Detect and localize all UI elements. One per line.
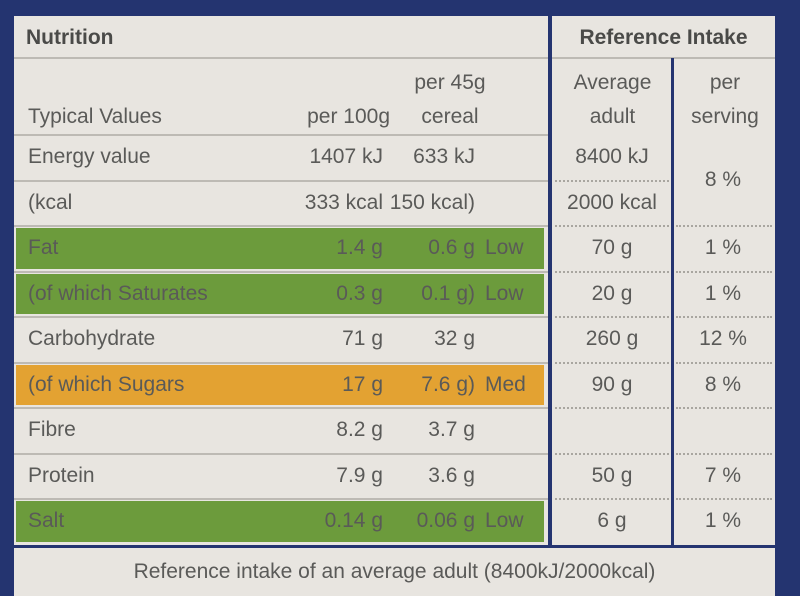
column-header: Typical Values (28, 105, 162, 128)
percent-ri: 1 % (704, 509, 742, 532)
reference-intake: 2000 kcal (567, 190, 657, 214)
highlight (16, 501, 544, 542)
nutrient-label: Salt (28, 509, 65, 532)
percent-ri: 8 % (704, 167, 742, 191)
row-rule (14, 179, 548, 182)
row-rule (676, 316, 772, 318)
row-rule (676, 270, 772, 273)
row-rule (14, 134, 548, 136)
level: Med (485, 372, 526, 396)
footer-panel (14, 548, 775, 596)
row-rule (14, 498, 548, 500)
right-panel (552, 16, 775, 545)
percent-ri: 7 % (704, 463, 742, 487)
reference-intake: 90 g (591, 372, 633, 396)
title: Nutrition (26, 26, 114, 49)
column-header: per serving (691, 71, 759, 128)
reference-intake: 8400 kJ (575, 145, 649, 168)
row-rule (14, 270, 548, 273)
highlight (16, 273, 544, 314)
nutrient-label: Protein (28, 463, 95, 487)
per-100g: 0.14 g (324, 509, 383, 532)
per-45g: 32 g (434, 327, 475, 350)
nutrient-label: Fibre (28, 418, 76, 441)
row-rule (14, 225, 548, 227)
row-rule (14, 407, 548, 409)
highlight (16, 364, 544, 405)
per-45g: 3.7 g (428, 418, 475, 441)
nutrient-label: Fat (28, 236, 59, 259)
per-45g: 0.06 g (416, 509, 475, 532)
row-rule (555, 270, 669, 273)
row-rule (555, 316, 669, 318)
per-100g: 71 g (342, 327, 383, 350)
row-rule (676, 498, 772, 500)
nutrient-label: Carbohydrate (28, 327, 156, 350)
per-100g: 17 g (342, 372, 383, 396)
level: Low (485, 509, 524, 532)
per-45g: 633 kJ (413, 145, 475, 168)
nutrient-label: (kcal (28, 190, 73, 214)
percent-ri: 12 % (699, 327, 747, 350)
per-45g: 0.6 g (428, 236, 475, 259)
row-rule (676, 361, 772, 364)
footer: Reference intake of an average adult (84… (133, 560, 656, 583)
per-45g: 150 kcal) (389, 190, 475, 214)
row-rule (555, 225, 669, 227)
nutrient-label: Energy value (28, 145, 151, 168)
row-rule (555, 407, 669, 409)
per-100g: 0.3 g (336, 281, 383, 305)
nutrient-label: (of which Saturates (28, 281, 208, 305)
rule (14, 57, 548, 59)
row-rule (555, 498, 669, 500)
reference-intake: 50 g (591, 463, 633, 487)
nutrient-label: (of which Sugars (28, 372, 185, 396)
row-rule (14, 361, 548, 364)
row-rule (555, 179, 669, 182)
per-100g: 1407 kJ (309, 145, 383, 168)
per-45g: 0.1 g) (421, 281, 475, 305)
column-header: Average adult (573, 71, 652, 128)
per-45g: 7.6 g) (421, 372, 475, 396)
column-header: per 45g cereal (414, 71, 486, 128)
column-header: per 100g (307, 105, 390, 128)
row-rule (555, 452, 669, 455)
reference-intake: 70 g (591, 236, 633, 259)
percent-ri: 1 % (704, 236, 742, 259)
row-rule (14, 316, 548, 318)
reference-intake: 6 g (597, 509, 627, 532)
reference-intake: 260 g (585, 327, 639, 350)
per-100g: 333 kcal (304, 190, 383, 214)
per-100g: 1.4 g (336, 236, 383, 259)
row-rule (555, 361, 669, 364)
percent-ri: 8 % (704, 372, 742, 396)
level: Low (485, 236, 524, 259)
row-rule (676, 407, 772, 409)
per-100g: 8.2 g (336, 418, 383, 441)
percent-ri: 1 % (704, 281, 742, 305)
row-rule (14, 452, 548, 455)
column-divider (671, 58, 674, 545)
highlight (16, 228, 544, 269)
reference-title: Reference Intake (579, 26, 748, 49)
reference-intake: 20 g (591, 281, 633, 305)
per-100g: 7.9 g (336, 463, 383, 487)
rule (552, 57, 775, 59)
level: Low (485, 281, 524, 305)
row-rule (676, 225, 772, 227)
per-45g: 3.6 g (428, 463, 475, 487)
row-rule (676, 452, 772, 455)
